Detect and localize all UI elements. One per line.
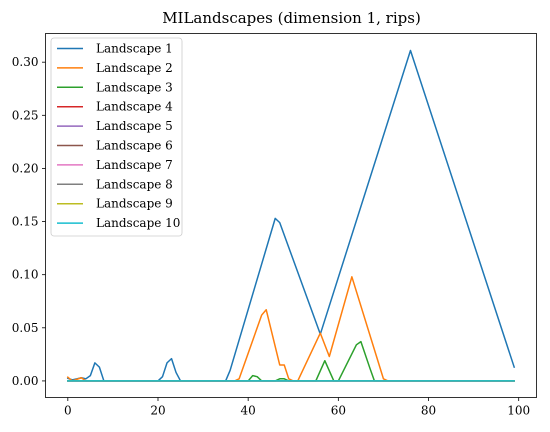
series-lines xyxy=(66,49,516,382)
x-tick-label: 0 xyxy=(64,404,72,418)
y-tick-label: 0.05 xyxy=(12,321,39,335)
x-axis: 0 20 40 60 80 100 xyxy=(64,397,530,418)
series-line-landscape-1 xyxy=(66,49,516,382)
y-tick-label: 0.25 xyxy=(12,108,39,122)
chart-title: MILandscapes (dimension 1, rips) xyxy=(162,9,421,27)
legend-frame xyxy=(50,37,183,237)
legend-label-landscape-1: Landscape 1 xyxy=(96,42,173,56)
x-tick-label: 40 xyxy=(241,404,256,418)
y-tick-label: 0.15 xyxy=(12,215,39,229)
x-tick-label: 60 xyxy=(331,404,346,418)
legend-label-landscape-4: Landscape 4 xyxy=(96,100,173,114)
legend-label-landscape-9: Landscape 9 xyxy=(96,197,173,211)
y-tick-label: 0.30 xyxy=(12,55,39,69)
axes-frame xyxy=(45,33,537,398)
y-axis: 0.00 0.05 0.10 0.15 0.20 0.25 0.30 xyxy=(12,55,46,388)
y-tick-label: 0.10 xyxy=(12,268,39,282)
x-tick-label: 100 xyxy=(507,404,530,418)
legend-label-landscape-3: Landscape 3 xyxy=(96,80,173,94)
x-tick-label: 80 xyxy=(421,404,436,418)
legend-label-landscape-2: Landscape 2 xyxy=(96,61,173,75)
legend-label-landscape-5: Landscape 5 xyxy=(96,119,173,133)
legend-label-landscape-8: Landscape 8 xyxy=(96,177,173,191)
legend-label-landscape-10: Landscape 10 xyxy=(96,216,180,230)
legend-label-landscape-6: Landscape 6 xyxy=(96,139,173,153)
y-tick-label: 0.00 xyxy=(12,374,39,388)
legend-label-landscape-7: Landscape 7 xyxy=(96,158,173,172)
legend: Landscape 1 Landscape 2 Landscape 3 Landsca… xyxy=(50,37,183,237)
x-tick-label: 20 xyxy=(150,404,165,418)
plot-area: 0 20 40 60 80 100 0.00 0.05 0.10 0.15 0.20 0.25 0.3… xyxy=(12,33,537,418)
y-tick-label: 0.20 xyxy=(12,161,39,175)
